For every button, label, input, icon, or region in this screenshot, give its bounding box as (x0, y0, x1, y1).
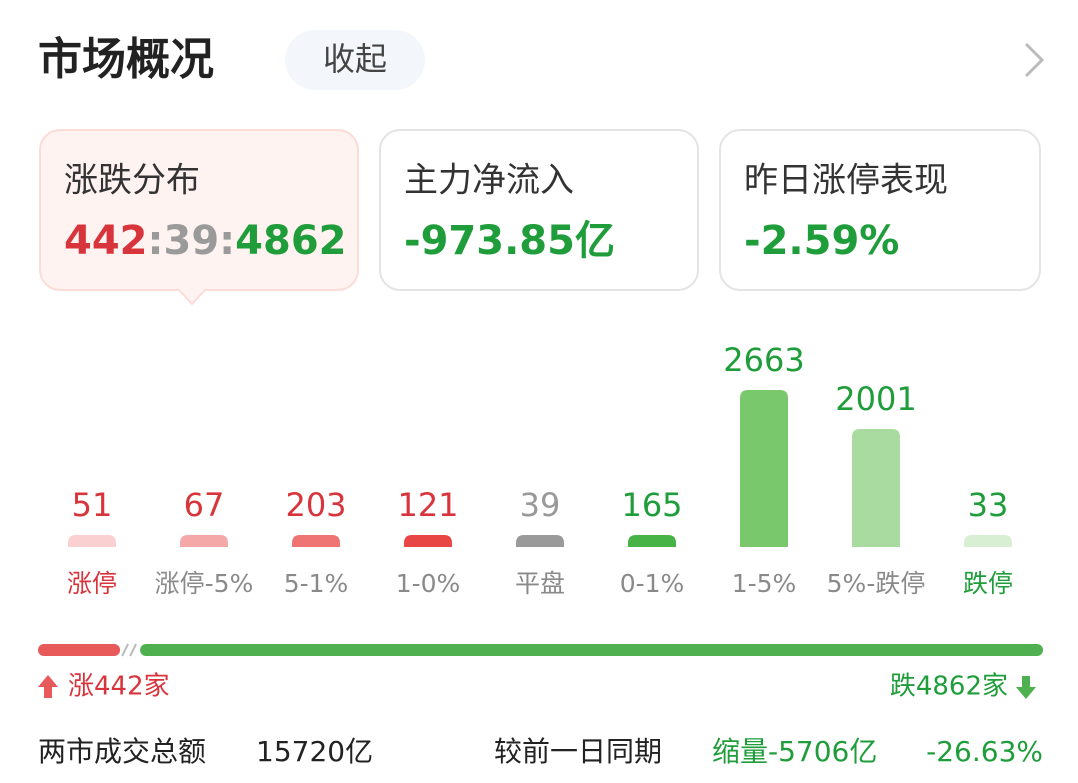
bar (852, 429, 900, 547)
summary-value: 15720亿 (256, 735, 373, 768)
compare-pct: -26.63% (926, 735, 1043, 768)
distribution-chart: 51 涨停 67 涨停-5% 203 5-1% 121 1-0% 39 平盘 165 0-1% 2663… (67, 341, 1013, 598)
value-label: 2663 (723, 341, 804, 379)
separator: : (219, 218, 235, 264)
card-value: 442:39:4862 (64, 218, 347, 264)
fall-count: 4862 (235, 218, 346, 264)
collapse-button[interactable] (285, 30, 425, 90)
value-label: 51 (72, 486, 113, 524)
collapse-label[interactable]: 收起 (323, 40, 387, 78)
rise-label: 涨442家 (68, 672, 170, 702)
summary-label: 两市成交总额 (38, 735, 206, 768)
bar (628, 535, 676, 547)
compare-change: 缩量-5706亿 (712, 735, 877, 768)
down-arrow (1016, 676, 1036, 699)
rise-bar (38, 644, 121, 656)
up-arrow (38, 675, 58, 698)
bar (516, 535, 564, 547)
category-label: 涨停-5% (155, 569, 254, 598)
card-title: 涨跌分布 (64, 161, 200, 201)
bar (180, 535, 228, 547)
bar (68, 535, 116, 547)
card[interactable] (719, 129, 1041, 291)
value-label: 165 (621, 486, 682, 524)
breadth-bar (38, 643, 1044, 657)
value-label: 67 (184, 486, 225, 524)
fall-bar (140, 644, 1044, 656)
category-label: 平盘 (515, 569, 565, 598)
bar (964, 535, 1012, 547)
category-label: 5-1% (284, 569, 349, 598)
title: 市场概况 (38, 34, 214, 85)
category-label: 涨停 (67, 569, 117, 598)
separator: : (148, 218, 164, 264)
compare-label: 较前一日同期 (494, 735, 662, 768)
card-title: 主力净流入 (404, 161, 574, 201)
bar (740, 390, 788, 547)
value-label: 33 (968, 486, 1009, 524)
card-value: -2.59% (744, 218, 899, 264)
flat-count: 39 (164, 218, 220, 264)
value-label: 2001 (835, 380, 916, 418)
value-label: 121 (397, 486, 458, 524)
category-label: 1-5% (732, 569, 797, 598)
value-label: 39 (520, 486, 561, 524)
fall-label: 跌4862家 (890, 672, 1008, 702)
bar (404, 535, 452, 547)
card-title: 昨日涨停表现 (744, 161, 948, 201)
card-selected[interactable] (39, 129, 359, 306)
rise-count: 442 (64, 218, 148, 264)
category-label: 5%-跌停 (827, 569, 926, 598)
category-label: 0-1% (620, 569, 685, 598)
category-label: 1-0% (396, 569, 461, 598)
bar (292, 535, 340, 547)
category-label: 跌停 (963, 569, 1013, 598)
divider-stripes (121, 643, 137, 657)
chevron[interactable] (1024, 42, 1045, 78)
value-label: 203 (285, 486, 346, 524)
card-value: -973.85亿 (404, 218, 615, 264)
card[interactable] (379, 129, 699, 291)
